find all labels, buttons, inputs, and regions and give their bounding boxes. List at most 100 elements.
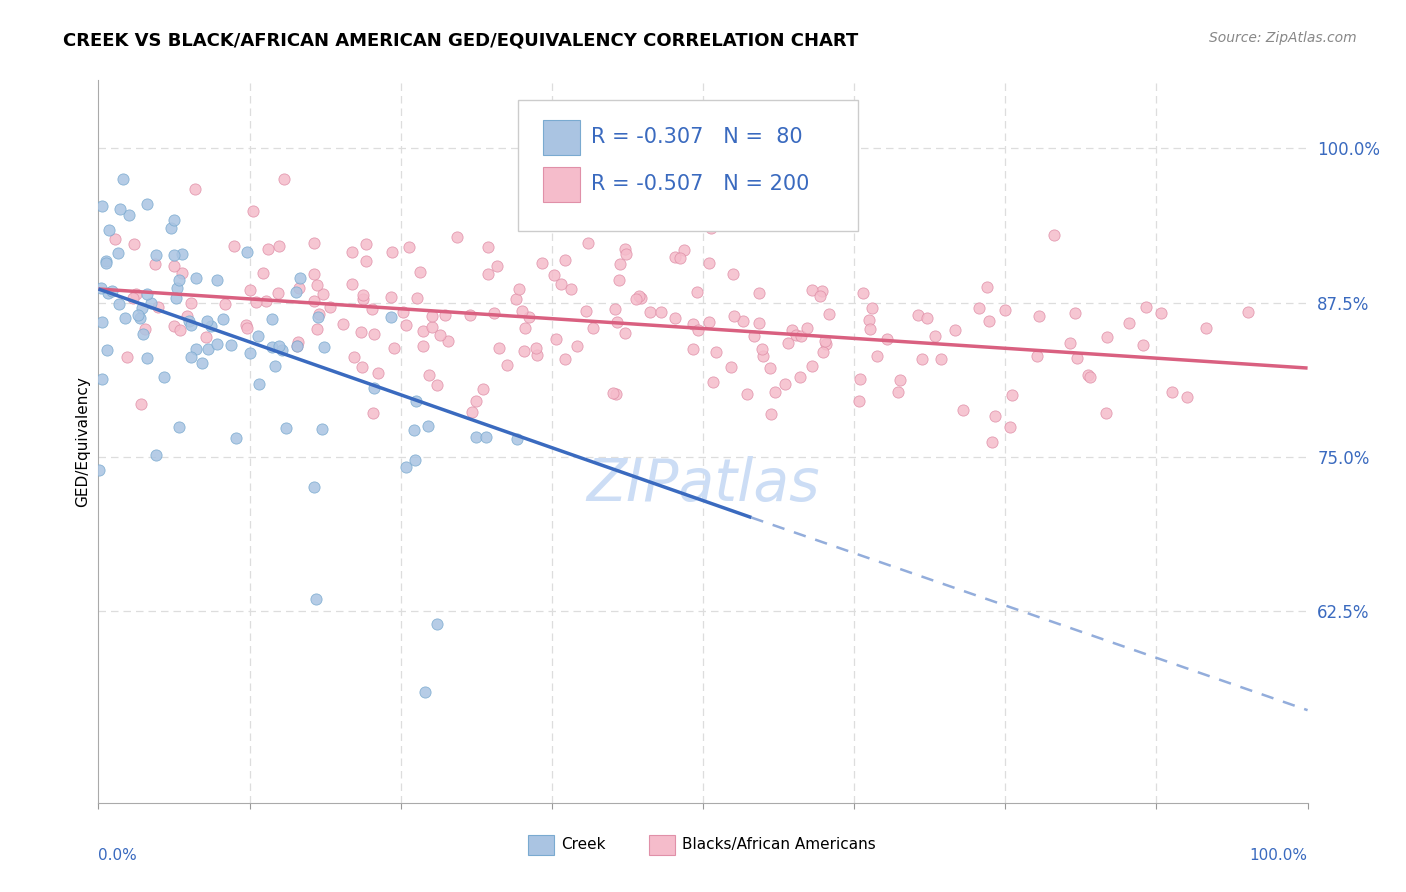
Point: [607, 273, 630, 287]
Point: [554, 252, 576, 267]
Point: [688, 323, 710, 337]
Point: [1118, 316, 1140, 330]
Point: [163, 260, 186, 274]
Point: [380, 290, 402, 304]
Point: [699, 220, 721, 235]
Point: [245, 294, 267, 309]
Point: [859, 322, 882, 336]
Point: [980, 435, 1002, 450]
Point: [1063, 306, 1085, 320]
Point: [340, 245, 363, 260]
Point: [107, 245, 129, 260]
Point: [146, 301, 169, 315]
Point: [131, 301, 153, 315]
Point: [931, 351, 953, 366]
Point: [307, 310, 329, 325]
Point: [814, 337, 837, 351]
Point: [686, 285, 709, 299]
Point: [1132, 338, 1154, 352]
Point: [180, 318, 202, 333]
Point: [235, 318, 257, 332]
Point: [207, 273, 229, 287]
Point: [200, 318, 222, 333]
Point: [271, 343, 294, 357]
Point: [426, 377, 449, 392]
Point: [127, 309, 149, 323]
Y-axis label: GED/Equivalency: GED/Equivalency: [75, 376, 90, 507]
Point: [1150, 306, 1173, 320]
Point: [260, 312, 283, 326]
Point: [544, 332, 567, 346]
Point: [363, 381, 385, 395]
Point: [800, 284, 823, 298]
Point: [273, 172, 295, 186]
Point: [239, 284, 262, 298]
Point: [132, 327, 155, 342]
Point: [513, 320, 536, 334]
Point: [305, 278, 328, 293]
Point: [482, 305, 505, 319]
Point: [721, 267, 744, 281]
Point: [267, 239, 290, 253]
Point: [90, 281, 112, 295]
Point: [125, 287, 148, 301]
Point: [517, 310, 540, 324]
Point: [801, 359, 824, 373]
Point: [994, 302, 1017, 317]
Point: [1066, 351, 1088, 366]
Point: [526, 348, 548, 362]
FancyBboxPatch shape: [543, 167, 579, 202]
Point: [422, 310, 444, 324]
Point: [263, 359, 285, 373]
Text: 0.0%: 0.0%: [98, 847, 138, 863]
Point: [434, 308, 457, 322]
Point: [976, 280, 998, 294]
Point: [759, 407, 782, 421]
Point: [224, 239, 246, 253]
Point: [153, 370, 176, 384]
Point: [404, 452, 426, 467]
Point: [477, 240, 499, 254]
Point: [180, 350, 202, 364]
Point: [814, 334, 837, 348]
Point: [565, 339, 588, 353]
Point: [191, 356, 214, 370]
Point: [97, 223, 120, 237]
Point: [177, 314, 200, 328]
Point: [212, 311, 235, 326]
Point: [1175, 390, 1198, 404]
Point: [1026, 349, 1049, 363]
Point: [765, 385, 787, 400]
Point: [141, 296, 163, 310]
Point: [1043, 227, 1066, 242]
Point: [367, 366, 389, 380]
FancyBboxPatch shape: [543, 120, 579, 154]
Point: [669, 252, 692, 266]
Point: [866, 349, 889, 363]
Point: [682, 342, 704, 356]
Point: [436, 334, 458, 348]
Point: [115, 350, 138, 364]
Point: [167, 419, 190, 434]
Point: [167, 273, 190, 287]
Point: [773, 376, 796, 391]
Point: [114, 310, 136, 325]
Point: [737, 387, 759, 401]
Point: [254, 294, 277, 309]
Point: [170, 266, 193, 280]
Point: [352, 360, 374, 375]
Point: [531, 256, 554, 270]
Point: [702, 376, 724, 390]
Point: [1000, 420, 1022, 434]
Text: Blacks/African Americans: Blacks/African Americans: [682, 838, 876, 852]
Point: [395, 460, 418, 475]
Point: [1236, 304, 1258, 318]
Point: [381, 245, 404, 260]
Point: [285, 285, 308, 300]
Point: [697, 315, 720, 329]
Point: [111, 172, 134, 186]
Point: [360, 302, 382, 317]
Point: [145, 248, 167, 262]
Point: [404, 423, 426, 437]
Point: [302, 294, 325, 309]
